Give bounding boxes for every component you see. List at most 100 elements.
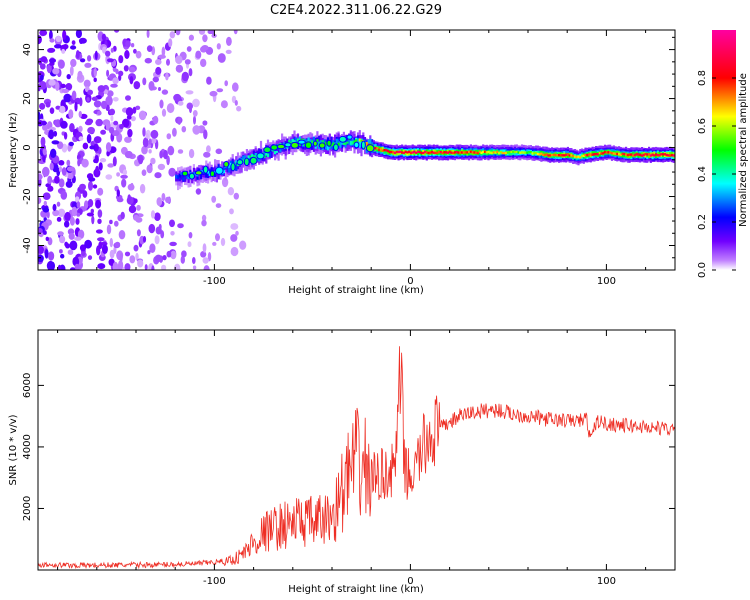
spectrogram-noise-mark (161, 46, 166, 57)
spectrogram-noise-mark (65, 83, 73, 91)
spectrogram-noise-mark (49, 107, 55, 114)
spectrogram-signal-mark (563, 154, 566, 157)
spectrogram-noise-mark (119, 252, 123, 262)
spectrogram-noise-mark (99, 158, 107, 163)
snr-xlabel: Height of straight line (km) (288, 584, 424, 595)
spectrogram-noise-mark (169, 241, 177, 247)
y-tick-label: 40 (22, 43, 33, 56)
spectrogram-signal-mark (670, 153, 674, 157)
spectrogram-noise-mark (97, 209, 103, 218)
spectrogram-signal-mark (589, 153, 592, 156)
spectrogram-signal-mark (602, 152, 605, 155)
spectrogram-noise-mark (38, 111, 41, 121)
spectrogram-signal-mark (187, 176, 190, 180)
spectrogram-noise-mark (119, 123, 124, 130)
spectrogram-signal-mark (468, 150, 471, 153)
spectrogram-signal-mark (452, 151, 455, 155)
spectrogram-noise-mark (47, 185, 54, 192)
spectrogram-signal-mark (595, 152, 598, 156)
spectrogram-blob-mark (223, 161, 230, 168)
spectrogram-noise-mark (68, 232, 75, 240)
spectrogram-noise-mark (136, 229, 141, 237)
spectrogram-noise-mark (40, 136, 46, 147)
spectrogram-noise-mark (124, 263, 131, 270)
spectrogram-noise-mark (88, 181, 93, 191)
spectrogram-noise-mark (93, 136, 102, 144)
spectrogram-signal-mark (228, 164, 231, 168)
spectrogram-noise-mark (100, 100, 108, 110)
spectrogram-signal-mark (393, 151, 397, 155)
spectrogram-signal-mark (184, 174, 187, 182)
spectrogram-noise-mark (207, 252, 212, 262)
spectrogram-noise-mark (59, 105, 66, 114)
spectrogram-signal-mark (506, 151, 509, 154)
spectrogram-noise-mark (98, 162, 103, 171)
spectrogram-noise-mark (42, 148, 47, 156)
spectrogram-signal-mark (288, 139, 291, 143)
spectrogram-noise-mark (128, 205, 137, 214)
spectrogram-noise-mark (188, 34, 194, 41)
spectrogram-noise-mark (116, 197, 124, 203)
spectrogram-noise-mark (42, 124, 49, 131)
spectrogram-noise-mark (47, 48, 55, 53)
spectrogram-signal-mark (346, 135, 349, 144)
spectrogram-noise-mark (177, 223, 184, 229)
spectrogram-noise-mark (52, 209, 60, 217)
spectrogram-signal-mark (222, 166, 225, 174)
spectrogram-noise-mark (166, 133, 172, 140)
spectrogram-noise-mark (229, 208, 234, 215)
spectrogram-noise-mark (125, 95, 131, 101)
spectrogram-noise-mark (51, 140, 60, 145)
spectrogram-noise-mark (124, 136, 132, 143)
spectrogram-blob-mark (209, 170, 215, 177)
spectrogram-signal-mark (475, 151, 478, 154)
spectrogram-noise-mark (202, 34, 208, 43)
spectrogram-noise-mark (155, 59, 162, 65)
spectrogram-noise-mark (48, 79, 56, 86)
spectrogram-noise-mark (203, 129, 208, 140)
spectrogram-signal-mark (584, 153, 587, 157)
spectrogram-noise-mark (78, 125, 83, 132)
spectrogram-noise-mark (87, 55, 92, 62)
spectrogram-noise-mark (122, 118, 130, 128)
spectrogram-noise-mark (202, 120, 208, 126)
spectrogram-noise-mark (239, 240, 247, 250)
spectrogram-noise-mark (95, 199, 102, 209)
spectrogram-noise-mark (57, 59, 65, 69)
spectrogram-noise-mark (68, 141, 75, 147)
spectrogram-signal-mark (270, 147, 273, 158)
spectrogram-signal-mark (483, 150, 487, 153)
spectrogram-noise-mark (49, 38, 55, 43)
spectrogram-noise-mark (81, 158, 89, 168)
spectrogram-noise-mark (124, 251, 131, 257)
spectrogram-noise-mark (133, 48, 137, 54)
spectrogram-blob-mark (256, 152, 265, 160)
spectrogram-noise-mark (102, 46, 107, 54)
spectrogram-signal-mark (457, 151, 460, 154)
spectrogram-noise-mark (116, 172, 120, 177)
spectrogram-noise-mark (225, 49, 232, 55)
spectrogram-noise-mark (144, 264, 148, 270)
spectrogram-signal-mark (508, 150, 511, 154)
spectrogram-signal-mark (214, 171, 217, 177)
spectrogram-noise-mark (110, 83, 118, 88)
spectrogram-noise-mark (43, 200, 47, 206)
spectrogram-noise-mark (64, 211, 71, 221)
spectrogram-signal-mark (311, 140, 314, 144)
spectrogram-noise-mark (45, 101, 51, 108)
spectrogram-signal-mark (672, 154, 675, 157)
spectrogram-noise-mark (216, 43, 221, 50)
spectrogram-signal-mark (577, 155, 580, 158)
spectrogram-signal-mark (566, 153, 569, 156)
spectrogram-noise-mark (149, 243, 156, 253)
spectrogram-ylabel: Frequency (Hz) (8, 112, 19, 188)
colorbar-tick-label: 0.6 (697, 118, 708, 134)
spectrogram-noise-mark (71, 90, 77, 101)
spectrogram-noise-mark (215, 148, 223, 155)
spectrogram-noise-mark (165, 196, 171, 204)
spectrogram-noise-mark (192, 110, 198, 117)
spectrogram-signal-mark (275, 145, 278, 155)
spectrogram-signal-mark (605, 151, 608, 154)
spectrogram-signal-mark (545, 153, 548, 156)
spectrogram-noise-mark (101, 33, 106, 41)
